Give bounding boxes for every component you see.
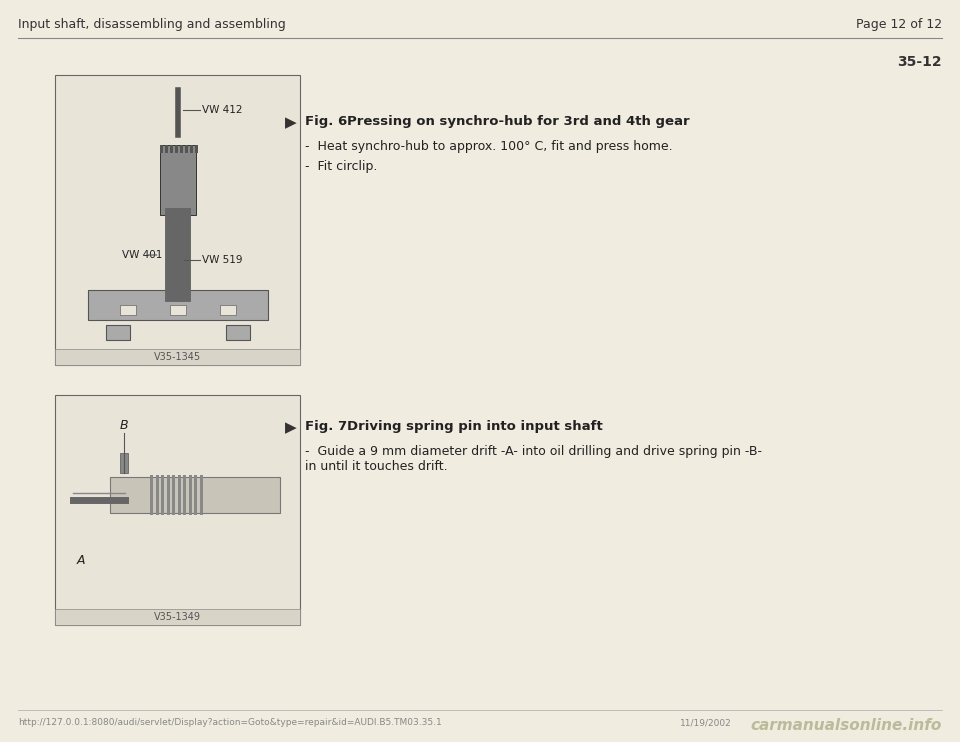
Text: -  Heat synchro-hub to approx. 100° C, fit and press home.: - Heat synchro-hub to approx. 100° C, fi… (305, 140, 673, 153)
Bar (194, 475, 197, 515)
Text: V35-1345: V35-1345 (154, 352, 201, 362)
Text: V35-1349: V35-1349 (154, 612, 201, 622)
Bar (164, 145, 167, 153)
Bar (220, 305, 235, 315)
Bar (180, 145, 182, 153)
Text: 11/19/2002: 11/19/2002 (680, 718, 732, 727)
Text: Page 12 of 12: Page 12 of 12 (856, 18, 942, 31)
Bar (226, 325, 250, 340)
Text: Driving spring pin into input shaft: Driving spring pin into input shaft (347, 420, 603, 433)
Bar (170, 305, 185, 315)
Bar (170, 145, 173, 153)
Bar (161, 475, 164, 515)
Bar (200, 475, 203, 515)
Text: -  Guide a 9 mm diameter drift -A- into oil drilling and drive spring pin -B-
in: - Guide a 9 mm diameter drift -A- into o… (305, 445, 762, 473)
Bar (188, 475, 191, 515)
Text: -  Fit circlip.: - Fit circlip. (305, 160, 377, 173)
Bar (119, 305, 135, 315)
Bar (159, 145, 196, 215)
Bar (106, 325, 130, 340)
Bar (55, 349, 300, 365)
Text: VW 412: VW 412 (203, 105, 243, 115)
Text: carmanualsonline.info: carmanualsonline.info (751, 718, 942, 733)
Bar (159, 145, 162, 153)
Text: Fig. 6: Fig. 6 (305, 115, 371, 128)
Bar (175, 145, 178, 153)
Text: A: A (77, 554, 85, 566)
Bar (120, 453, 128, 473)
Bar (184, 145, 187, 153)
Bar (178, 475, 180, 515)
Text: 35-12: 35-12 (898, 55, 942, 69)
Text: ▶: ▶ (285, 420, 297, 435)
Text: VW 401: VW 401 (123, 250, 163, 260)
Bar (55, 395, 300, 625)
Bar (166, 475, 170, 515)
Bar (156, 475, 158, 515)
Text: Input shaft, disassembling and assembling: Input shaft, disassembling and assemblin… (18, 18, 286, 31)
Bar (189, 145, 193, 153)
Bar (55, 75, 300, 365)
Text: Pressing on synchro-hub for 3rd and 4th gear: Pressing on synchro-hub for 3rd and 4th … (347, 115, 689, 128)
Bar (55, 609, 300, 625)
Text: B: B (120, 418, 129, 432)
Text: http://127.0.0.1:8080/audi/servlet/Display?action=Goto&type=repair&id=AUDI.B5.TM: http://127.0.0.1:8080/audi/servlet/Displ… (18, 718, 442, 727)
Bar (183, 475, 186, 515)
Bar (110, 477, 280, 513)
Bar (195, 145, 198, 153)
Text: Fig. 7: Fig. 7 (305, 420, 371, 433)
Text: ▶: ▶ (285, 115, 297, 130)
Bar (150, 475, 153, 515)
Bar (172, 475, 175, 515)
Bar (87, 290, 268, 320)
Text: VW 519: VW 519 (203, 255, 243, 265)
